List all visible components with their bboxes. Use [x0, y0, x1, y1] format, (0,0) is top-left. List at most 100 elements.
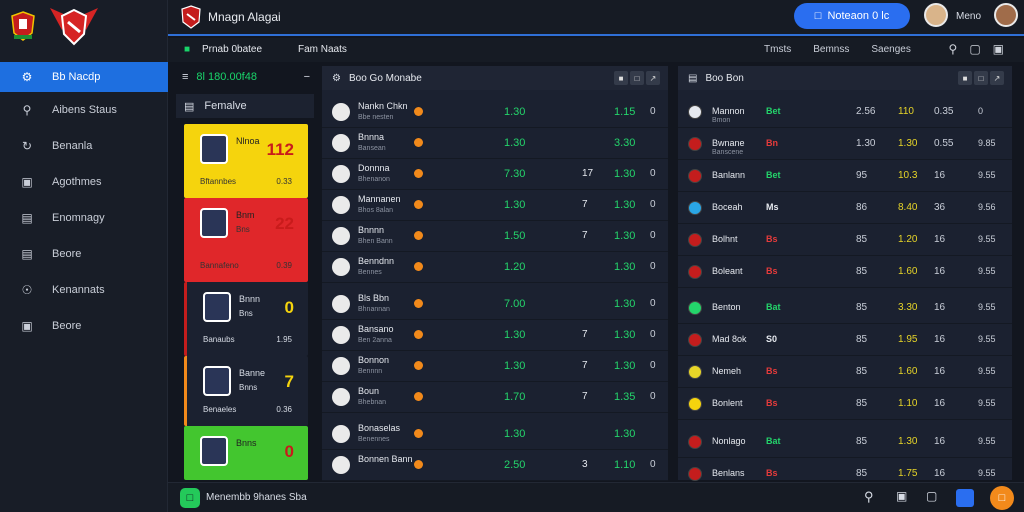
match-row[interactable]: Bnnna Bansean 1.30 3.30: [322, 127, 668, 159]
match-v4[interactable]: 0: [650, 391, 656, 402]
stats-row[interactable]: Mannon Bmon Bet 2.56 110 0.35 0: [678, 96, 1012, 128]
match-v2[interactable]: 17: [582, 168, 594, 179]
panel-tool-icon[interactable]: ■: [958, 71, 972, 85]
stats-row[interactable]: Benton Bat 85 3.30 16 9.55: [678, 292, 1012, 324]
match-v4[interactable]: 0: [650, 106, 656, 117]
match-v3[interactable]: 1.30: [614, 261, 636, 273]
subbar-label[interactable]: Prnab 0batee: [202, 44, 263, 55]
match-v1[interactable]: 1.70: [504, 391, 526, 403]
tab-1[interactable]: Tmsts: [764, 44, 792, 55]
team-card[interactable]: Bnns 0: [184, 426, 308, 480]
match-v2[interactable]: 7: [582, 329, 588, 340]
match-row[interactable]: Bansano Ben 2anna 1.30 7 1.30 0: [322, 319, 668, 351]
panel-tool-icon[interactable]: □: [630, 71, 644, 85]
match-v2[interactable]: 7: [582, 199, 588, 210]
match-v4[interactable]: 0: [650, 261, 656, 272]
tab-3[interactable]: Saenges: [871, 44, 911, 55]
match-v4[interactable]: 0: [650, 360, 656, 371]
square-button[interactable]: [956, 489, 974, 507]
match-row[interactable]: Bonaselas Benennes 1.30 1.30: [322, 418, 668, 450]
avatar[interactable]: [924, 3, 948, 27]
match-v3[interactable]: 1.10: [614, 459, 636, 471]
match-row[interactable]: Bonnon Bennnn 1.30 7 1.30 0: [322, 350, 668, 382]
match-v2[interactable]: 3: [582, 459, 588, 470]
tab-2[interactable]: Bemnss: [813, 44, 850, 55]
match-row[interactable]: Bonnen Bann 2.50 3 1.10 0: [322, 449, 668, 481]
panel-tool-icon[interactable]: □: [974, 71, 988, 85]
match-v2[interactable]: 7: [582, 391, 588, 402]
match-v1[interactable]: 1.30: [504, 137, 526, 149]
stats-row[interactable]: Bonlent Bs 85 1.10 16 9.55: [678, 388, 1012, 420]
match-row[interactable]: Benndnn Bennes 1.20 1.30 0: [322, 251, 668, 283]
stats-row[interactable]: Boceah Ms 86 8.40 36 9.56: [678, 192, 1012, 224]
search-icon[interactable]: ⚲: [864, 489, 874, 504]
fab-button[interactable]: □: [990, 486, 1014, 510]
match-v3[interactable]: 1.15: [614, 106, 636, 118]
subbar-label-2[interactable]: Fam Naats: [298, 44, 347, 55]
match-v3[interactable]: 1.30: [614, 168, 636, 180]
stats-row[interactable]: Nemeh Bs 85 1.60 16 9.55: [678, 356, 1012, 388]
match-v1[interactable]: 7.00: [504, 298, 526, 310]
match-v1[interactable]: 1.30: [504, 360, 526, 372]
left-panel-sub[interactable]: ▤ Femalve: [176, 94, 314, 118]
match-v4[interactable]: 0: [650, 230, 656, 241]
match-v1[interactable]: 1.30: [504, 329, 526, 341]
match-row[interactable]: Nankn Chkn Bbe nesten 1.30 1.15 0: [322, 96, 668, 128]
match-v1[interactable]: 7.30: [504, 168, 526, 180]
match-v1[interactable]: 2.50: [504, 459, 526, 471]
sidebar-item-7[interactable]: ▣ Beore: [0, 308, 168, 344]
match-v1[interactable]: 1.30: [504, 199, 526, 211]
match-v3[interactable]: 1.30: [614, 298, 636, 310]
sidebar-item-3[interactable]: ▣ Agothmes: [0, 164, 168, 200]
display-icon[interactable]: ▢: [926, 489, 938, 503]
match-v3[interactable]: 3.30: [614, 137, 636, 149]
match-v1[interactable]: 1.30: [504, 106, 526, 118]
match-v4[interactable]: 0: [650, 298, 656, 309]
match-row[interactable]: Donnna Bhenanon 7.30 17 1.30 0: [322, 158, 668, 190]
stats-row[interactable]: Banlann Bet 95 10.3 16 9.55: [678, 160, 1012, 192]
search-icon[interactable]: ⚲: [948, 42, 958, 56]
sidebar-item-2[interactable]: ↻ Benanla: [0, 128, 168, 164]
bookmark-icon[interactable]: ▢: [969, 42, 981, 56]
team-card[interactable]: Bnnn Bns 0 Banaubs 1.95: [184, 282, 308, 356]
match-v3[interactable]: 1.30: [614, 199, 636, 211]
match-v4[interactable]: 0: [650, 459, 656, 470]
panel-tool-icon[interactable]: ■: [614, 71, 628, 85]
match-row[interactable]: Boun Bhebnan 1.70 7 1.35 0: [322, 381, 668, 413]
match-v1[interactable]: 1.50: [504, 230, 526, 242]
minus-icon[interactable]: −: [303, 71, 310, 83]
panel-tool-icon[interactable]: ↗: [646, 71, 660, 85]
match-row[interactable]: Bls Bbn Bhnannan 7.00 1.30 0: [322, 288, 668, 320]
match-v2[interactable]: 7: [582, 230, 588, 241]
match-v3[interactable]: 1.30: [614, 230, 636, 242]
profile-avatar[interactable]: [994, 3, 1018, 27]
team-card[interactable]: Bnm Bns 22 Bannafeno 0.39: [184, 198, 308, 282]
stats-row[interactable]: Nonlago Bat 85 1.30 16 9.55: [678, 426, 1012, 458]
sidebar-item-6[interactable]: ☉ Kenannats: [0, 272, 168, 308]
panel-tool-icon[interactable]: ↗: [990, 71, 1004, 85]
copy-icon[interactable]: ▣: [896, 489, 908, 503]
match-v3[interactable]: 1.30: [614, 428, 636, 440]
notification-button[interactable]: □ Noteaon 0 lc: [794, 3, 910, 29]
team-card[interactable]: Nlnoa 112 Bftannbes 0.33: [184, 124, 308, 198]
stats-row[interactable]: Boleant Bs 85 1.60 16 9.55: [678, 256, 1012, 288]
match-v4[interactable]: 0: [650, 168, 656, 179]
stats-row[interactable]: Bolhnt Bs 85 1.20 16 9.55: [678, 224, 1012, 256]
match-v1[interactable]: 1.30: [504, 428, 526, 440]
match-v3[interactable]: 1.30: [614, 329, 636, 341]
match-v3[interactable]: 1.30: [614, 360, 636, 372]
match-v4[interactable]: 0: [650, 329, 656, 340]
stats-row[interactable]: Bwnane Banscene Bn 1.30 1.30 0.55 9.85: [678, 128, 1012, 160]
stats-row[interactable]: Mad 8ok S0 85 1.95 16 9.55: [678, 324, 1012, 356]
match-v3[interactable]: 1.35: [614, 391, 636, 403]
sidebar-item-1[interactable]: ⚲ Aibens Staus: [0, 92, 168, 128]
match-v4[interactable]: 0: [650, 199, 656, 210]
match-v2[interactable]: 7: [582, 360, 588, 371]
sidebar-item-4[interactable]: ▤ Enomnagy: [0, 200, 168, 236]
team-card[interactable]: Banne Bnns 7 Benaeles 0.36: [184, 356, 308, 426]
sidebar-item-0[interactable]: ⚙ Bb Nacdp: [0, 62, 168, 92]
match-v1[interactable]: 1.20: [504, 261, 526, 273]
sidebar-item-5[interactable]: ▤ Beore: [0, 236, 168, 272]
window-icon[interactable]: ▣: [992, 42, 1004, 56]
chat-icon[interactable]: □: [180, 488, 200, 508]
